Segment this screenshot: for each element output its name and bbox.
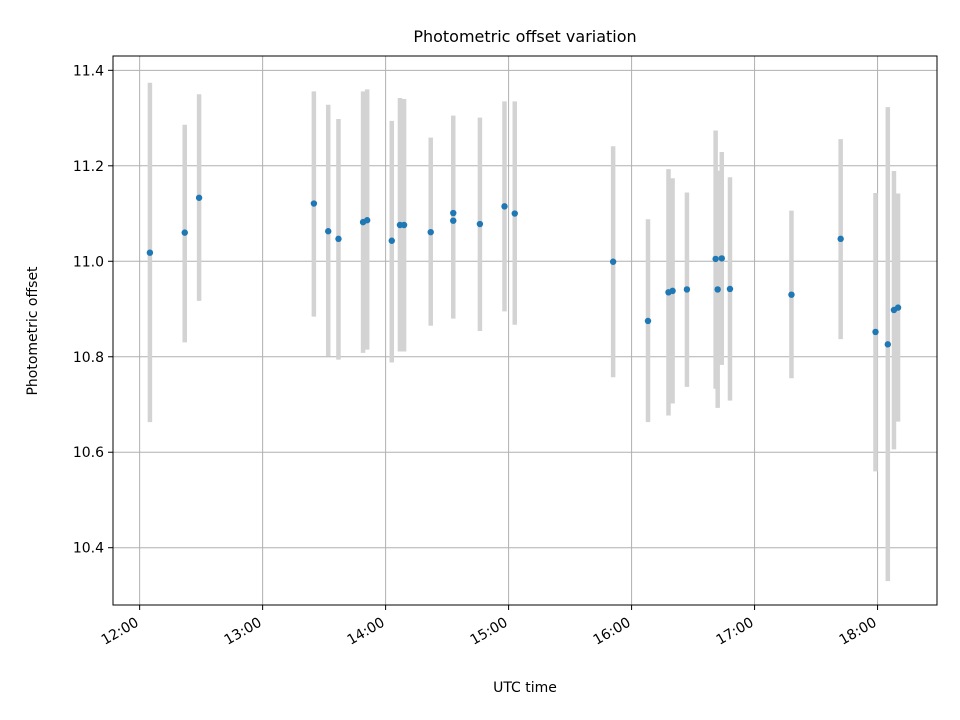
data-point bbox=[726, 285, 734, 293]
data-point bbox=[450, 217, 457, 224]
data-point bbox=[501, 203, 508, 210]
data-point bbox=[427, 228, 434, 236]
data-point bbox=[837, 235, 844, 243]
y-axis-label: Photometric offset bbox=[25, 266, 41, 396]
data-point bbox=[644, 317, 652, 325]
y-tick-label: 11.2 bbox=[73, 159, 104, 175]
chart-title: Photometric offset variation bbox=[413, 27, 636, 46]
data-point bbox=[712, 255, 719, 263]
data-point bbox=[884, 341, 892, 348]
plot-frame bbox=[112, 55, 938, 606]
data-point bbox=[683, 286, 691, 293]
y-tick-label: 10.4 bbox=[73, 541, 104, 557]
y-tick-label: 10.8 bbox=[73, 350, 104, 366]
data-point bbox=[146, 249, 154, 256]
data-point bbox=[872, 328, 879, 336]
data-point bbox=[388, 237, 395, 244]
data-point bbox=[718, 255, 725, 262]
y-tick-label: 10.6 bbox=[73, 445, 104, 461]
data-point bbox=[511, 210, 518, 217]
data-point bbox=[400, 221, 408, 229]
data-point bbox=[310, 200, 318, 207]
data-point bbox=[325, 228, 332, 235]
data-point bbox=[669, 287, 676, 295]
data-point bbox=[609, 258, 617, 265]
data-point bbox=[450, 209, 457, 217]
y-tick-label: 11.0 bbox=[73, 254, 104, 270]
data-point bbox=[788, 291, 795, 298]
data-point bbox=[181, 229, 188, 236]
data-point bbox=[894, 304, 902, 311]
y-tick-label: 11.4 bbox=[73, 63, 104, 79]
data-point bbox=[476, 220, 484, 228]
grid bbox=[113, 56, 937, 605]
data-point bbox=[335, 235, 342, 243]
x-axis-label: UTC time bbox=[493, 680, 557, 696]
data-point bbox=[195, 194, 203, 201]
y-axis-ticks: 10.4 10.6 10.8 11.0 11.2 11.4 bbox=[73, 63, 113, 557]
data-points bbox=[146, 194, 902, 348]
data-point bbox=[714, 286, 721, 293]
data-point bbox=[363, 217, 371, 224]
